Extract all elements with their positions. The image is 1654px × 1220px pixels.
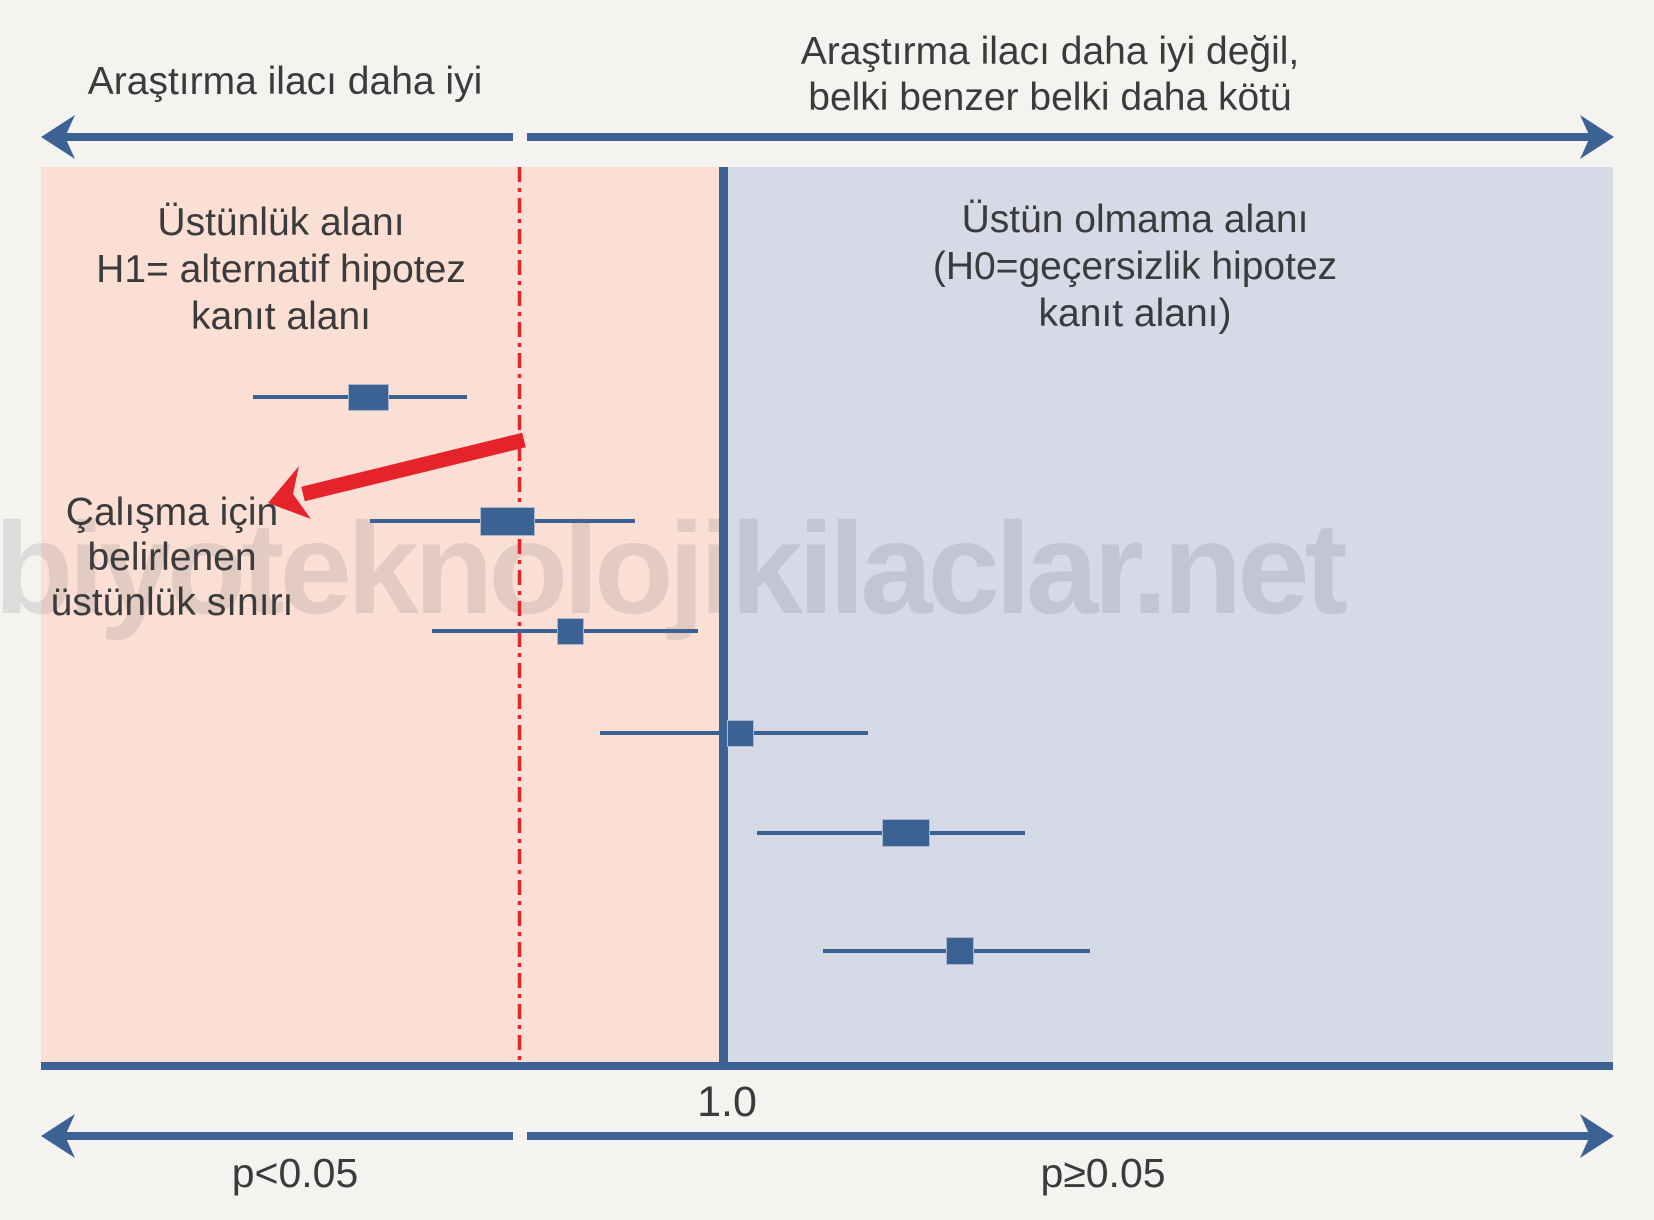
noninferiority-region xyxy=(720,167,1613,1062)
bottom-left-arrow xyxy=(41,1114,513,1158)
arrow-left-icon xyxy=(41,115,75,159)
point-estimate-square xyxy=(347,383,389,411)
p-value-left-label: p<0.05 xyxy=(231,1150,359,1196)
noninferiority-label-line2: (H0=geçersizlik hipotez xyxy=(932,245,1338,288)
top-left-arrow xyxy=(41,115,513,159)
superiority-region-label: Üstünlük alanı H1= alternatif hipotez ka… xyxy=(96,199,466,340)
margin-annotation-line3: üstünlük sınırı xyxy=(50,581,294,624)
noninferiority-label-line3: kanıt alanı) xyxy=(1038,292,1232,335)
margin-annotation-line1: Çalışma için xyxy=(65,491,279,534)
watermark: biyoteknolojikilaclar.net xyxy=(0,495,1348,641)
margin-annotation: Çalışma için belirlenen üstünlük sınırı xyxy=(51,490,294,625)
margin-annotation-line2: belirlenen xyxy=(87,536,257,579)
superiority-region xyxy=(41,167,720,1062)
top-right-title-line1: Araştırma ilacı daha iyi değil, xyxy=(800,30,1300,73)
point-estimate-square xyxy=(479,506,535,536)
top-left-title: Araştırma ilacı daha iyi xyxy=(87,60,483,103)
top-right-title: Araştırma ilacı daha iyi değil, belki be… xyxy=(801,29,1300,121)
point-estimate-square xyxy=(726,719,754,747)
top-right-arrow xyxy=(527,115,1614,159)
point-estimate-square xyxy=(882,819,930,847)
noninferiority-region-label: Üstün olmama alanı (H0=geçersizlik hipot… xyxy=(933,196,1337,337)
arrow-right-icon xyxy=(1580,115,1614,159)
noninferiority-label-line1: Üstün olmama alanı xyxy=(961,198,1309,241)
superiority-label-line1: Üstünlük alanı xyxy=(157,201,405,244)
arrow-left-icon xyxy=(41,1114,75,1158)
bottom-right-arrow xyxy=(527,1114,1614,1158)
p-value-right-label: p≥0.05 xyxy=(1040,1150,1166,1196)
point-estimate-square xyxy=(556,617,584,645)
point-estimate-square xyxy=(946,937,974,965)
reference-line-vertical xyxy=(719,167,728,1070)
top-right-title-line2: belki benzer belki daha kötü xyxy=(808,76,1292,119)
superiority-label-line3: kanıt alanı xyxy=(191,295,371,338)
annotation-arrow-icon xyxy=(268,432,526,519)
arrow-right-icon xyxy=(1580,1114,1614,1158)
superiority-label-line2: H1= alternatif hipotez xyxy=(96,248,466,291)
x-axis-line xyxy=(41,1062,1613,1070)
reference-tick-label: 1.0 xyxy=(697,1078,757,1126)
